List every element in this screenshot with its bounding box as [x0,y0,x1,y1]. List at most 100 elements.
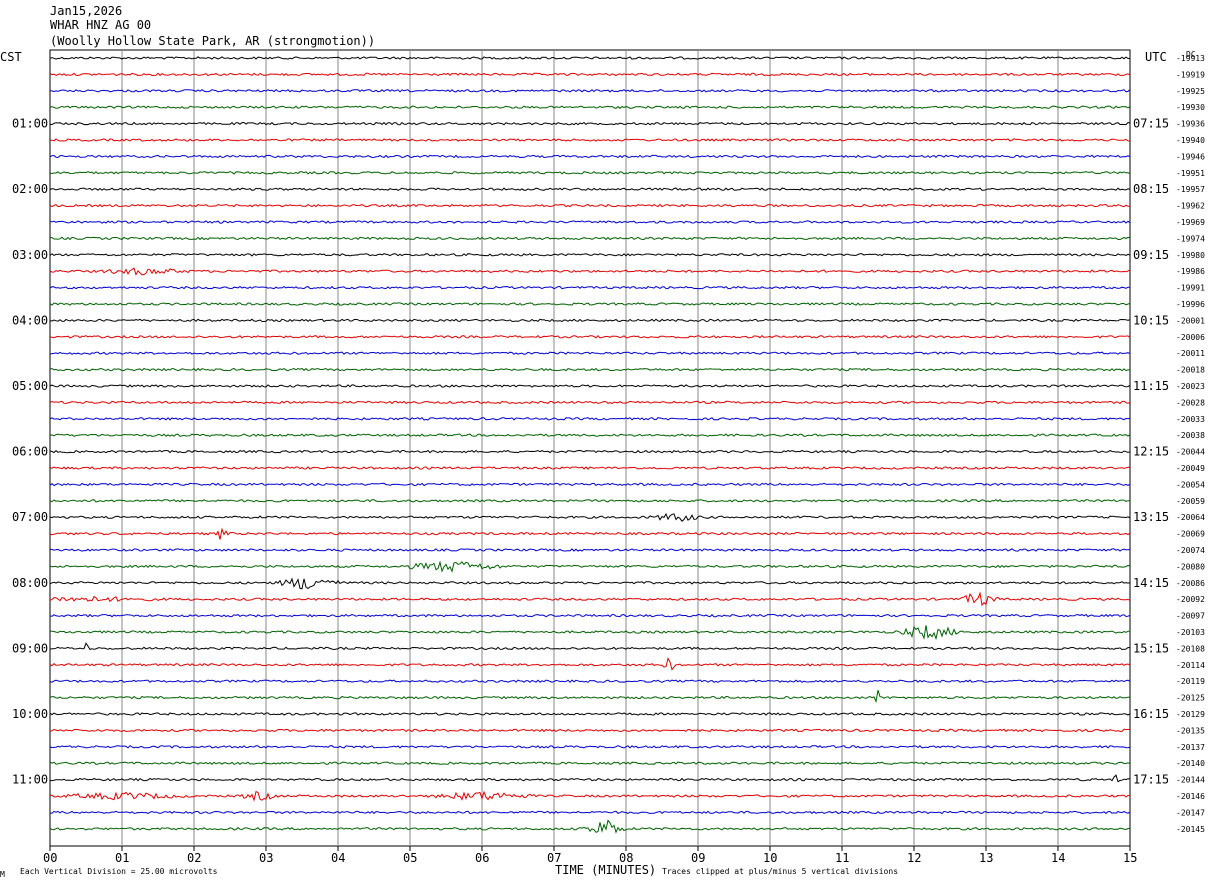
x-tick-label-00: 00 [43,851,57,865]
trace-row-13 [49,267,1131,276]
trace-row-11 [49,236,1131,241]
trace-row-7 [49,171,1131,175]
trace-row-1 [49,72,1131,77]
trace-row-15 [49,302,1131,306]
left-hour-label: 05:00 [12,379,48,393]
dc-offset-label: -19962 [1176,202,1205,211]
trace-row-26 [49,482,1131,487]
dc-offset-label: -19991 [1176,284,1205,293]
x-tick-label-03: 03 [259,851,273,865]
dc-offset-label: -19986 [1176,267,1205,276]
trace-row-24 [49,449,1131,454]
dc-offset-label: -20059 [1176,497,1205,506]
right-hour-label: 12:15 [1133,445,1169,459]
dc-offset-label: -20125 [1176,694,1205,703]
dc-offset-label: -20028 [1176,398,1205,407]
trace-row-41 [49,728,1131,733]
trace-row-37 [49,657,1131,671]
trace-lines [49,56,1131,834]
plot-frame [49,49,1131,847]
trace-row-6 [49,154,1131,159]
trace-row-28 [49,512,1131,522]
trace-row-20 [49,384,1131,388]
dc-offset-label: -20140 [1176,759,1205,768]
trace-row-27 [49,499,1131,503]
corner-mark: M [0,870,5,879]
dc-offset-label: -20145 [1176,825,1205,834]
dc-offset-label: -19969 [1176,218,1205,227]
dc-offset-label: -20033 [1176,415,1205,424]
trace-row-16 [49,318,1131,323]
dc-offset-label: -20135 [1176,726,1205,735]
x-tick-label-13: 13 [979,851,993,865]
vertical-gridlines [49,49,1131,847]
x-tick-label-09: 09 [691,851,705,865]
trace-row-44 [49,774,1131,783]
left-hour-label: 06:00 [12,445,48,459]
dc-offset-label: -19974 [1176,234,1205,243]
scale-note: Each Vertical Division = 25.00 microvolt… [20,867,218,876]
x-tick-label-06: 06 [475,851,489,865]
dc-offset-label: -19925 [1176,87,1205,96]
dc-offset-label: -19951 [1176,169,1205,178]
left-hour-label: 03:00 [12,248,48,262]
trace-row-36 [49,642,1131,651]
x-tick-label-08: 08 [619,851,633,865]
dc-offset-label: -19957 [1176,185,1205,194]
dc-offset-label: -19930 [1176,103,1205,112]
trace-row-40 [49,712,1131,716]
dc-offset-label: -19940 [1176,136,1205,145]
dc-label: DC [1186,50,1196,59]
right-hour-label: 07:15 [1133,117,1169,131]
right-hour-label: 11:15 [1133,379,1169,393]
dc-offset-label: -20114 [1176,661,1205,670]
x-tick-label-11: 11 [835,851,849,865]
left-hour-label: 02:00 [12,182,48,196]
x-tick-label-12: 12 [907,851,921,865]
chart-location: (Woolly Hollow State Park, AR (strongmot… [50,34,376,48]
trace-row-35 [49,625,1131,641]
dc-offset-label: -20119 [1176,677,1205,686]
right-hour-label: 09:15 [1133,248,1169,262]
right-hour-label: 14:15 [1133,576,1169,590]
axis-labels: 00 01 02 03 04 05 06 07 08 09 10 11 12 13 14 15 01:00 02:… [12,54,1205,865]
right-hour-label: 10:15 [1133,313,1169,327]
x-tick-label-07: 07 [547,851,561,865]
x-tick-label-15: 15 [1123,851,1137,865]
trace-row-22 [49,417,1131,421]
left-hour-label: 11:00 [12,773,48,787]
trace-row-8 [49,187,1131,192]
dc-offset-label: -20049 [1176,464,1205,473]
x-tick-label-01: 01 [115,851,129,865]
trace-row-25 [49,466,1131,470]
trace-row-34 [49,613,1131,618]
clip-note: Traces clipped at plus/minus 5 vertical … [662,867,898,876]
left-hour-label: 04:00 [12,313,48,327]
right-timezone-label: UTC [1145,50,1167,64]
trace-row-17 [49,334,1131,339]
x-tick-label-04: 04 [331,851,345,865]
dc-offset-label: -20103 [1176,628,1205,637]
right-hour-label: 16:15 [1133,707,1169,721]
trace-row-21 [49,400,1131,405]
x-tick-label-14: 14 [1051,851,1065,865]
trace-row-30 [49,548,1131,552]
dc-offset-label: -20044 [1176,448,1205,457]
trace-row-23 [49,433,1131,437]
dc-offset-label: -20001 [1176,316,1205,325]
trace-row-2 [49,89,1131,93]
left-hour-label: 09:00 [12,641,48,655]
x-tick-label-05: 05 [403,851,417,865]
trace-row-12 [49,253,1131,257]
trace-row-9 [49,203,1130,208]
dc-offset-label: -20137 [1176,743,1205,752]
left-hour-label: 07:00 [12,510,48,524]
trace-row-42 [49,745,1131,749]
dc-offset-label: -20092 [1176,595,1205,604]
dc-offset-label: -20146 [1176,792,1205,801]
trace-row-46 [49,810,1131,815]
left-hour-label: 01:00 [12,117,48,131]
dc-offset-label: -19936 [1176,120,1205,129]
trace-row-0 [49,56,1131,60]
